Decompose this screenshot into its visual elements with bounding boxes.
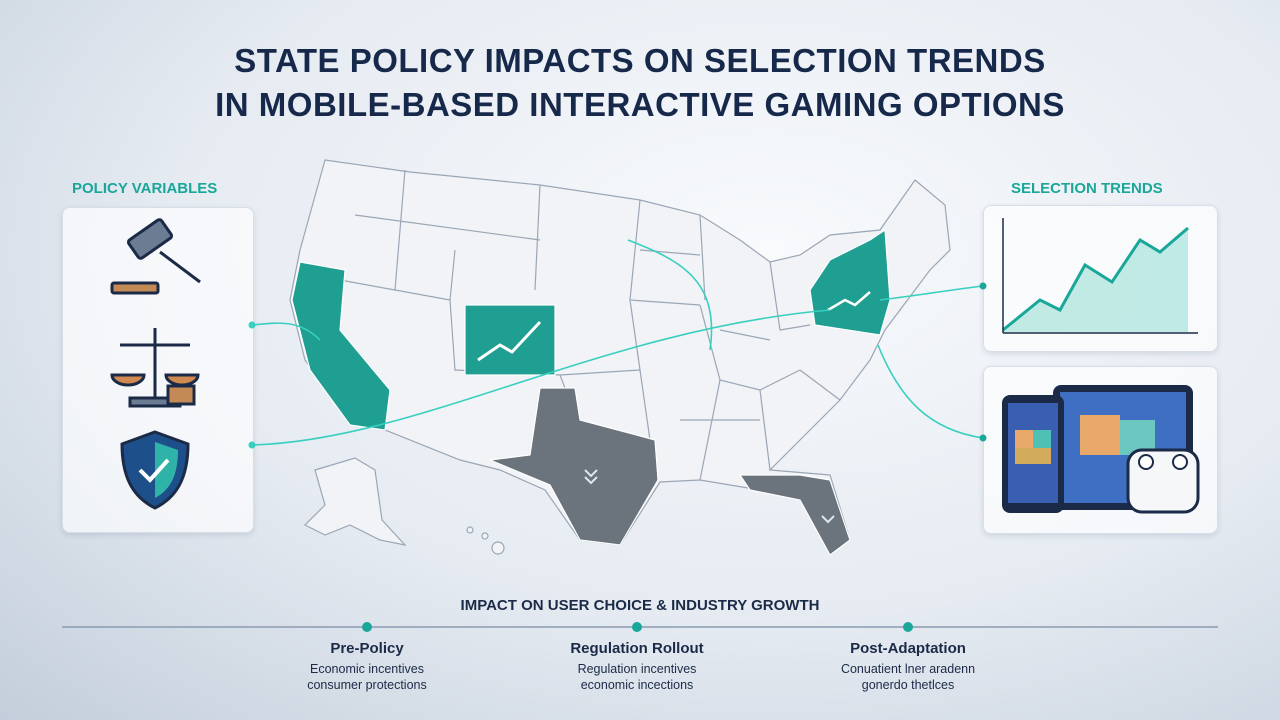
timeline-dot: [903, 622, 913, 632]
stage-line: consumer protections: [307, 678, 427, 692]
connector: [251, 322, 321, 341]
connector: [251, 309, 831, 446]
title-line: IN MOBILE-BASED INTERACTIVE GAMING OPTIO…: [215, 86, 1065, 123]
stage-line: economic incections: [580, 678, 694, 692]
timeline-dot: [362, 622, 372, 632]
timeline-title: IMPACT ON USER CHOICE & INDUSTRY GROWTH: [460, 597, 820, 614]
trend-icon: [827, 291, 871, 312]
alaska: [303, 457, 407, 546]
state-colorado: [464, 304, 556, 376]
shield-icon: [120, 430, 190, 510]
connector: [879, 285, 984, 301]
stage-line: Conuatient lner aradenn: [840, 662, 976, 676]
timeline-stage: Pre-Policy Economic incentives consumer pr…: [237, 640, 497, 693]
scales-icon: [110, 328, 200, 408]
us-outline: [289, 159, 951, 553]
node: [248, 441, 256, 449]
us-map: [289, 159, 951, 556]
state-texas: [487, 387, 659, 546]
hawaii: [481, 532, 489, 540]
title-line: STATE POLICY IMPACTS ON SELECTION TRENDS: [234, 42, 1046, 79]
panel-label: POLICY VARIABLES: [72, 180, 218, 197]
connector: [627, 239, 713, 351]
timeline-dot: [632, 622, 642, 632]
stage-name: Regulation Rollout: [570, 640, 704, 657]
trend-icon: [477, 320, 542, 362]
panel-label: SELECTION TRENDS: [1011, 180, 1163, 197]
hawaii: [466, 526, 474, 534]
stage-line: Regulation incentives: [577, 662, 697, 676]
hawaii: [491, 541, 505, 555]
devices: [1002, 385, 1200, 514]
down-icon: [584, 469, 598, 485]
state-california: [291, 261, 391, 431]
node: [248, 321, 256, 329]
timeline-stage: Post-Adaptation Conuatient lner aradenn go…: [778, 640, 1038, 693]
node: [979, 282, 987, 290]
trend-chart: [1002, 218, 1198, 334]
timeline-stage: Regulation Rollout Regulation incentives e…: [507, 640, 767, 693]
stage-line: Economic incentives: [310, 662, 424, 676]
down-icon: [821, 515, 835, 524]
connector: [877, 344, 984, 439]
stage-name: Pre-Policy: [330, 640, 404, 657]
connectors: [251, 239, 984, 446]
gavel-icon: [110, 218, 201, 295]
node: [979, 434, 987, 442]
stage-name: Post-Adaptation: [850, 640, 966, 657]
stage-line: gonerdo thetlces: [861, 678, 955, 692]
state-florida: [738, 474, 851, 556]
